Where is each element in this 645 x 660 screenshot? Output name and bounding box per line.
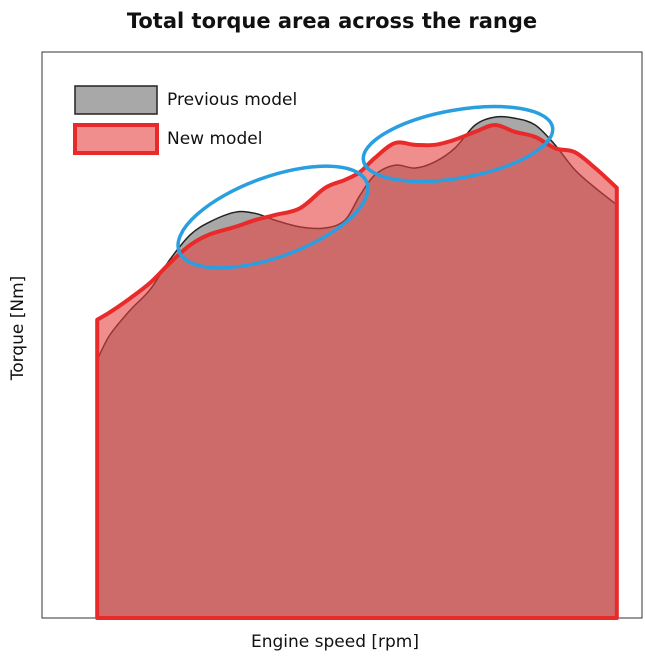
legend-swatch — [73, 123, 159, 155]
legend: Previous model New model — [73, 85, 297, 155]
highlight-ellipse — [176, 164, 370, 270]
legend-label: Previous model — [167, 90, 297, 110]
legend-swatch — [74, 85, 158, 115]
areas — [95, 115, 619, 620]
chart-title: Total torque area across the range — [127, 9, 537, 33]
legend-label: New model — [167, 129, 262, 149]
highlight-ellipse — [361, 104, 555, 184]
area — [95, 123, 619, 620]
y-axis-label: Torque [Nm] — [8, 276, 28, 382]
x-axis-label: Engine speed [rpm] — [251, 632, 419, 652]
